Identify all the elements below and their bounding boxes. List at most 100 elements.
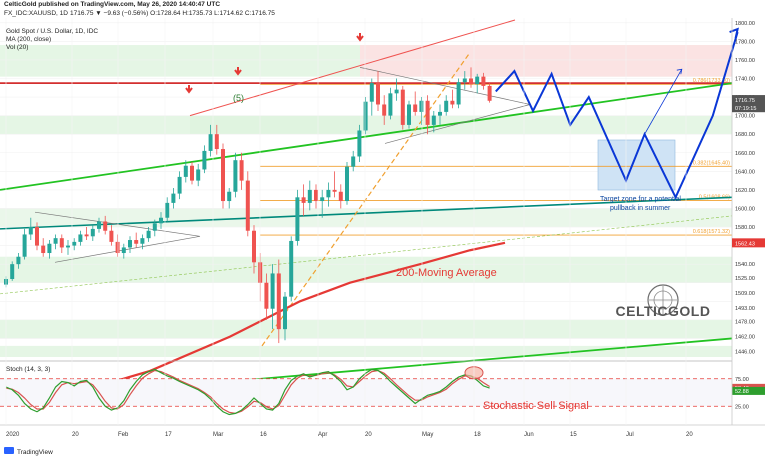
candles xyxy=(4,67,492,344)
price-tick: 1620.00 xyxy=(735,188,755,194)
stoch-tick: 75.00 xyxy=(735,377,749,383)
candle-body xyxy=(338,191,343,202)
candle-body xyxy=(487,85,492,101)
candle-body xyxy=(363,101,368,131)
candle-body xyxy=(165,202,170,218)
candle-body xyxy=(289,240,294,297)
candle-body xyxy=(97,221,101,229)
time-tick: 16 xyxy=(260,432,267,438)
time-tick: 20 xyxy=(686,432,693,438)
candle-body xyxy=(10,264,15,280)
candle-body xyxy=(475,76,480,85)
candle-body xyxy=(121,247,126,254)
candle-body xyxy=(264,282,269,309)
support-band xyxy=(0,208,732,228)
price-tick: 1780.00 xyxy=(735,39,755,45)
candle-body xyxy=(413,104,418,112)
grid-lines xyxy=(0,22,732,339)
support-band xyxy=(190,115,360,135)
candle-body xyxy=(469,78,473,85)
candle-body xyxy=(369,83,374,102)
publisher-line: CelticGold published on TradingView.com,… xyxy=(4,1,220,8)
time-axis[interactable]: 2020 20 Feb 17 Mar 16 Apr 20 May 18 Jun 15 Jul 20 xyxy=(5,18,693,438)
candle-body xyxy=(214,134,219,150)
price-tick: 1580.00 xyxy=(735,225,755,231)
time-tick: 2020 xyxy=(6,432,20,438)
candle-body xyxy=(221,149,225,202)
candle-body xyxy=(320,197,325,202)
resistance-band xyxy=(360,45,732,77)
forecast-alt-line xyxy=(644,69,683,135)
candle-body xyxy=(109,230,114,242)
green-trendline xyxy=(0,82,733,191)
time-tick: Feb xyxy=(118,432,129,438)
candle-body xyxy=(419,100,424,112)
logo-text: CELTICGOLD xyxy=(616,303,711,319)
candle-body xyxy=(444,100,449,112)
price-tick: 1493.00 xyxy=(735,306,755,312)
candle-body xyxy=(16,256,21,265)
candle-body xyxy=(72,241,77,246)
candle-body xyxy=(276,273,281,330)
candle-body xyxy=(438,111,442,116)
price-axis[interactable]: 1800.001780.001760.001740.001720.001700.… xyxy=(732,21,765,356)
ma200-annotation: 200-Moving Average xyxy=(396,267,497,279)
price-tick: 1525.00 xyxy=(735,276,755,282)
price-badge-label: 1562.43 xyxy=(735,241,755,247)
candle-body xyxy=(407,104,411,125)
red-arrow-markers xyxy=(185,33,364,94)
candle-body xyxy=(171,193,176,203)
candle-body xyxy=(59,238,64,248)
time-tick: Jul xyxy=(626,432,634,438)
stoch-signal-annotation: Stochastic Sell Signal xyxy=(483,400,589,412)
price-tick: 1600.00 xyxy=(735,206,755,212)
forecast-line xyxy=(495,31,739,200)
tradingview-brand[interactable]: TradingView xyxy=(4,447,53,456)
dashed-orange-trend xyxy=(261,52,471,347)
price-tick: 1462.00 xyxy=(735,335,755,341)
vol-legend[interactable]: Vol (20) xyxy=(6,44,28,51)
time-tick: Mar xyxy=(213,432,223,438)
candle-body xyxy=(134,240,139,244)
red-down-arrow xyxy=(356,33,364,42)
fib-label: 0.382(1645.40) xyxy=(693,160,730,166)
candle-body xyxy=(376,83,380,105)
price-tick: 1509.00 xyxy=(735,291,755,297)
candle-body xyxy=(345,166,349,202)
price-tick: 1800.00 xyxy=(735,21,755,27)
price-tick: 1680.00 xyxy=(735,132,755,138)
candle-body xyxy=(307,189,312,203)
price-tick: 1478.00 xyxy=(735,320,755,326)
time-tick: 20 xyxy=(72,432,79,438)
price-tick: 1740.00 xyxy=(735,76,755,82)
support-band xyxy=(0,345,732,357)
dashed-trendline xyxy=(0,215,733,295)
candle-body xyxy=(202,150,207,170)
stoch-legend[interactable]: Stoch (14, 3, 3) xyxy=(6,366,50,373)
red-down-arrow xyxy=(234,67,242,76)
price-tick: 1760.00 xyxy=(735,58,755,64)
symbol-values: 1716.75 ▼ −9.63 (−0.56%) O:1728.64 H:173… xyxy=(70,10,275,17)
header-bg xyxy=(0,0,765,17)
stoch-d-line xyxy=(5,369,490,415)
support-band xyxy=(0,319,732,339)
tradingview-label: TradingView xyxy=(17,449,53,456)
candle-body xyxy=(357,130,362,157)
price-badge xyxy=(732,95,765,105)
target-zone-annotation: Target zone for a potential pullback in s… xyxy=(600,196,681,212)
celticgold-logo: CELTICGOLD xyxy=(616,284,711,319)
time-tick: 17 xyxy=(165,432,172,438)
candle-body xyxy=(326,189,331,198)
price-tick: 1660.00 xyxy=(735,151,755,157)
ma-legend[interactable]: MA (200, close) xyxy=(6,36,51,43)
candle-body xyxy=(84,234,89,237)
candle-body xyxy=(425,100,430,125)
candle-body xyxy=(351,156,356,167)
candle-body xyxy=(227,191,232,202)
time-tick: May xyxy=(422,432,433,438)
candle-body xyxy=(295,197,300,241)
candle-body xyxy=(400,89,405,125)
ma200-line xyxy=(64,241,506,398)
candle-body xyxy=(462,78,467,83)
candle-body xyxy=(22,234,27,257)
